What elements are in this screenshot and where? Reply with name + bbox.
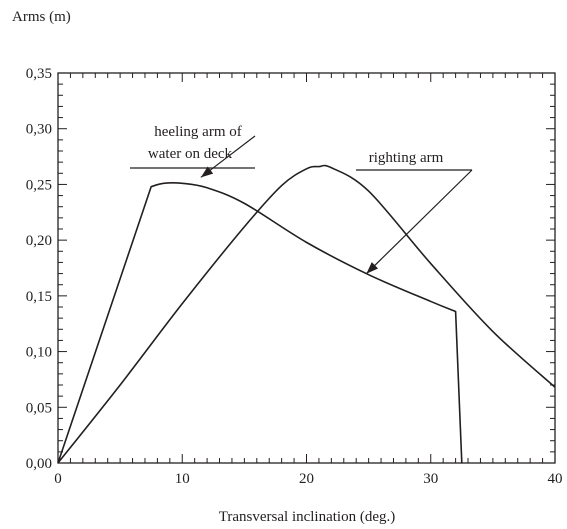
y-tick-label: 0,05 (26, 400, 52, 416)
annotation-heeling-line2: water on deck (148, 146, 233, 162)
y-tick-label: 0,35 (26, 66, 52, 82)
x-axis-title: Transversal inclination (deg.) (219, 509, 396, 525)
x-tick-label: 20 (299, 471, 314, 487)
annotation-righting-text: righting arm (369, 150, 444, 166)
annotations: heeling arm of water on deck righting arm (130, 124, 473, 275)
y-tick-label: 0,25 (26, 177, 52, 193)
annotation-righting-arrow-shaft (365, 169, 473, 275)
x-tick-label: 40 (548, 471, 563, 487)
plot-area (57, 72, 556, 464)
annotation-heeling-line1: heeling arm of (154, 124, 241, 140)
x-tick-label: 30 (423, 471, 438, 487)
annotation-heeling-arrow-head (200, 166, 214, 178)
series-lines (57, 164, 556, 464)
x-tick-label: 0 (54, 471, 62, 487)
y-tick-label: 0,30 (26, 122, 52, 138)
y-axis-title: Arms (m) (12, 9, 71, 25)
x-tick-label: 10 (175, 471, 190, 487)
annotation-righting-arrow-head (366, 262, 379, 274)
righting-arm-line (57, 164, 556, 464)
y-tick-label: 0,15 (26, 289, 52, 305)
y-tick-label: 0,00 (26, 456, 52, 472)
plot-frame (57, 72, 556, 464)
y-tick-label: 0,10 (26, 345, 52, 361)
heeling-arm-line (57, 182, 463, 464)
axis-ticks: 0,00 0,05 0,10 0,15 0,20 0,25 0,30 0,35 0 10 20 30 4… (26, 66, 563, 487)
y-tick-label: 0,20 (26, 233, 52, 249)
